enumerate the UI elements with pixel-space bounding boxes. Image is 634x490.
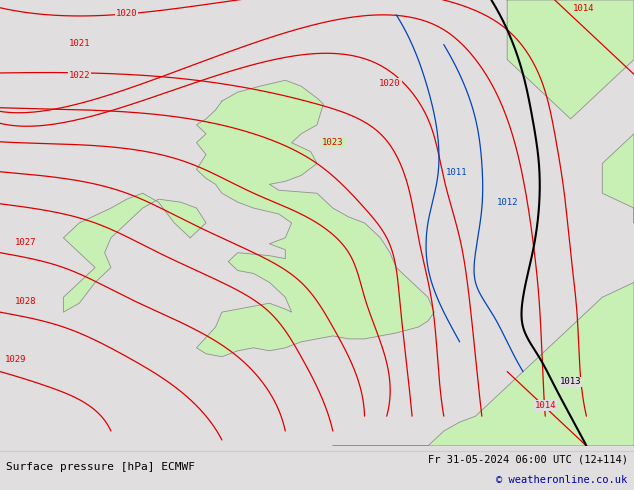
Text: © weatheronline.co.uk: © weatheronline.co.uk — [496, 475, 628, 485]
Text: 1012: 1012 — [496, 197, 518, 207]
Text: 1028: 1028 — [15, 297, 36, 306]
Text: 1027: 1027 — [15, 238, 36, 247]
Text: 1020: 1020 — [379, 79, 401, 88]
Text: 1023: 1023 — [322, 138, 344, 147]
Polygon shape — [602, 134, 634, 223]
Text: 1029: 1029 — [5, 355, 27, 364]
Text: 1014: 1014 — [534, 401, 556, 410]
Text: 1013: 1013 — [560, 377, 581, 387]
Text: 1021: 1021 — [68, 39, 90, 48]
Text: Fr 31-05-2024 06:00 UTC (12+114): Fr 31-05-2024 06:00 UTC (12+114) — [428, 454, 628, 464]
Text: 1014: 1014 — [573, 4, 594, 13]
Text: 1011: 1011 — [446, 168, 467, 177]
Polygon shape — [63, 193, 206, 312]
Text: 1022: 1022 — [68, 72, 90, 80]
Text: 1020: 1020 — [116, 9, 138, 18]
Polygon shape — [197, 80, 434, 357]
Polygon shape — [333, 282, 634, 446]
Text: Surface pressure [hPa] ECMWF: Surface pressure [hPa] ECMWF — [6, 462, 195, 472]
Polygon shape — [507, 0, 634, 119]
